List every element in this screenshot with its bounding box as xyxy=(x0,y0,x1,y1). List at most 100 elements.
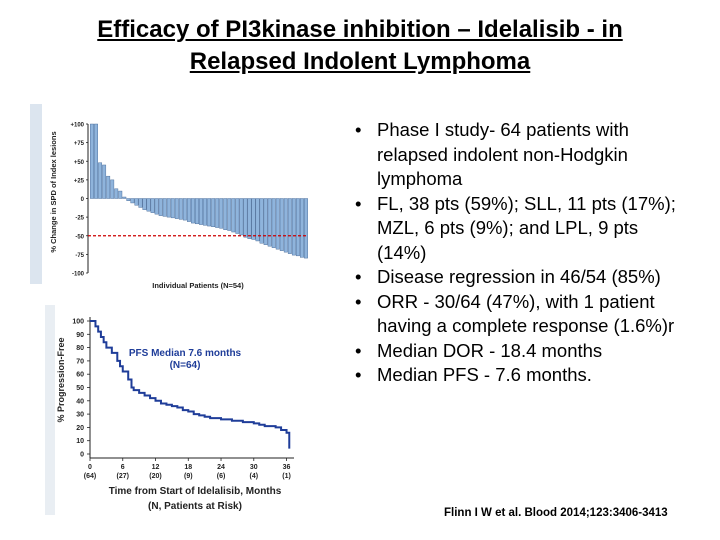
waterfall-bar xyxy=(215,198,220,228)
waterfall-bar xyxy=(283,198,288,253)
waterfall-bar xyxy=(106,175,111,199)
waterfall-bar xyxy=(275,198,280,250)
waterfall-bar xyxy=(162,198,167,217)
km-y-tick-label: 30 xyxy=(76,412,84,419)
waterfall-bar xyxy=(271,198,276,248)
citation: Flinn I W et al. Blood 2014;123:3406-341… xyxy=(444,507,668,519)
km-y-tick-label: 0 xyxy=(80,452,84,459)
bullet-marker: • xyxy=(355,364,362,385)
km-at-risk-label: (64) xyxy=(84,473,96,480)
waterfall-bar xyxy=(203,198,207,226)
waterfall-bar xyxy=(102,164,107,199)
waterfall-bar xyxy=(259,198,264,244)
km-x-tick-label: 18 xyxy=(184,464,192,471)
waterfall-bar xyxy=(158,198,163,216)
waterfall-bar xyxy=(110,179,115,199)
waterfall-y-axis-label: % Change in SPD of Index lesions xyxy=(49,131,58,252)
bullet-marker: • xyxy=(355,266,362,287)
waterfall-bar xyxy=(247,198,252,239)
km-x-axis-sublabel: (N, Patients at Risk) xyxy=(148,501,242,512)
waterfall-y-tick-label: 0 xyxy=(81,197,85,203)
km-y-tick-label: 50 xyxy=(76,385,84,392)
bullet-text: ORR - 30/64 (47%), with 1 patient having… xyxy=(377,290,675,337)
waterfall-bar xyxy=(138,198,143,208)
km-y-tick-label: 20 xyxy=(76,425,84,432)
waterfall-bar xyxy=(130,198,135,204)
km-y-tick-label: 10 xyxy=(76,438,84,445)
km-at-risk-label: (27) xyxy=(117,473,129,480)
km-x-tick-label: 24 xyxy=(217,464,225,471)
km-x-axis-label: Time from Start of Idelalisib, Months xyxy=(109,486,282,497)
bullet-item: • Phase I study- 64 patients with relapse… xyxy=(347,118,677,192)
waterfall-bar xyxy=(231,198,236,233)
km-edge-shadow xyxy=(45,305,55,515)
waterfall-bar xyxy=(150,198,155,213)
waterfall-bar xyxy=(178,198,183,220)
waterfall-bar xyxy=(263,198,268,245)
waterfall-bar xyxy=(146,198,151,212)
waterfall-bar xyxy=(300,198,304,258)
bullet-item: • Median PFS - 7.6 months. xyxy=(347,363,677,388)
waterfall-bar xyxy=(287,198,292,254)
waterfall-bar xyxy=(279,198,284,251)
km-x-tick-label: 6 xyxy=(121,464,125,471)
bullet-item: • FL, 38 pts (59%); SLL, 11 pts (17%); MZ… xyxy=(347,192,677,266)
waterfall-bar xyxy=(291,198,296,256)
km-at-risk-label: (9) xyxy=(184,473,193,480)
waterfall-bar xyxy=(219,198,224,229)
bullet-marker: • xyxy=(355,192,362,214)
waterfall-chart: % Change in SPD of Index lesions +100 +75… xyxy=(30,104,308,290)
waterfall-bar xyxy=(191,198,195,224)
slide-title: Efficacy of PI3kinase inhibition – Idela… xyxy=(0,14,720,78)
waterfall-bar xyxy=(154,198,159,215)
km-y-tick-label: 100 xyxy=(72,319,84,326)
waterfall-bar xyxy=(182,198,187,221)
bullet-item: • ORR - 30/64 (47%), with 1 patient havin… xyxy=(347,290,677,339)
waterfall-bar xyxy=(166,198,171,218)
waterfall-y-tick-label: +50 xyxy=(74,160,85,166)
bullet-text: Disease regression in 46/54 (85%) xyxy=(377,266,661,287)
waterfall-bar xyxy=(304,198,308,259)
km-at-risk-label: (1) xyxy=(282,473,291,480)
waterfall-bar xyxy=(239,198,244,236)
waterfall-y-tick-label: +25 xyxy=(74,178,85,184)
km-at-risk-label: (6) xyxy=(217,473,226,480)
waterfall-bar xyxy=(195,198,199,225)
km-x-tick-label: 30 xyxy=(250,464,258,471)
km-y-tick-label: 90 xyxy=(76,332,84,339)
bullet-item: • Median DOR - 18.4 months xyxy=(347,339,677,364)
bullet-item: • Disease regression in 46/54 (85%) xyxy=(347,265,677,290)
waterfall-bar xyxy=(90,123,94,199)
km-y-tick-label: 40 xyxy=(76,398,84,405)
waterfall-bar xyxy=(255,198,260,242)
waterfall-bar xyxy=(170,198,175,219)
bullet-text: Median PFS - 7.6 months. xyxy=(377,364,592,385)
waterfall-y-tick-label: +75 xyxy=(74,141,85,147)
km-y-tick-label: 70 xyxy=(76,358,84,365)
waterfall-bar xyxy=(211,198,216,228)
bullet-marker: • xyxy=(355,119,362,140)
bullet-marker: • xyxy=(355,339,362,361)
waterfall-bar xyxy=(199,198,203,225)
waterfall-bar xyxy=(227,198,232,231)
km-title: PFS Median 7.6 months xyxy=(129,348,242,359)
waterfall-bar xyxy=(94,123,98,199)
waterfall-bar xyxy=(122,196,127,199)
bullet-marker: • xyxy=(355,290,362,312)
km-survival-curve xyxy=(90,320,291,449)
waterfall-bar xyxy=(118,190,123,199)
waterfall-bar xyxy=(295,198,300,257)
bullet-list: • Phase I study- 64 patients with relapse… xyxy=(347,118,677,388)
waterfall-bar xyxy=(98,162,103,199)
km-y-tick-label: 60 xyxy=(76,372,84,379)
km-subtitle: (N=64) xyxy=(170,360,201,371)
km-x-tick-label: 0 xyxy=(88,464,92,471)
waterfall-bar xyxy=(174,198,179,219)
waterfall-y-tick-label: +100 xyxy=(70,123,84,129)
slide-title-line-2: Relapsed Indolent Lymphoma xyxy=(189,48,531,75)
waterfall-y-tick-label: -75 xyxy=(75,253,84,259)
waterfall-bar xyxy=(134,198,139,206)
waterfall-y-tick-label: -50 xyxy=(75,234,84,240)
waterfall-bar xyxy=(186,198,191,222)
